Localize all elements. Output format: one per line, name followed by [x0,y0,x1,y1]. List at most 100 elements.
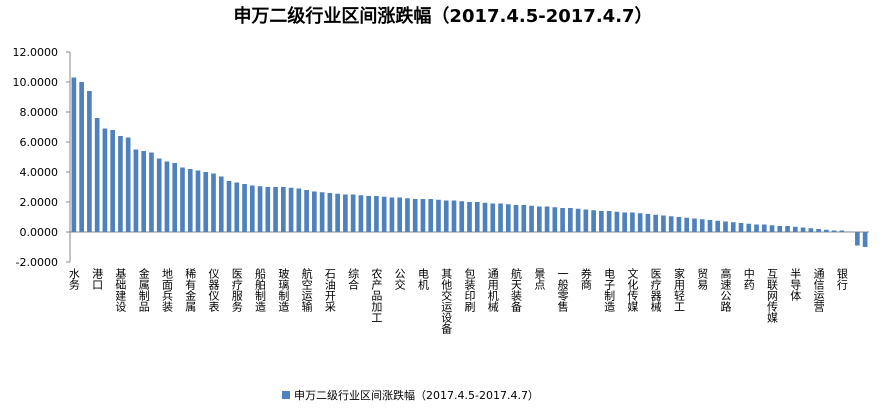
bar [312,191,317,232]
bar [211,173,216,232]
bar [257,186,263,232]
x-tick-label: 文化传媒 [626,267,639,313]
bar [125,137,131,232]
bar [692,218,697,232]
y-tick-label: 12.0000 [13,46,59,59]
bar [141,151,147,232]
bar [319,192,325,232]
bar [304,190,309,232]
bar [684,217,690,232]
x-tick-label: 公交 [393,268,406,291]
x-tick-label: 港口 [91,268,104,290]
bar [249,185,255,232]
bar [118,136,123,232]
bar [591,210,596,232]
x-tick-label: 农产品加工 [370,267,383,323]
bar [614,211,620,232]
bar [824,229,829,232]
x-tick-label: 券商 [579,267,592,291]
bar [831,230,837,232]
bar [552,207,558,232]
y-tick-label: 10.0000 [13,76,59,89]
bar [560,208,565,232]
bar [668,216,674,232]
x-tick-label: 银行 [835,267,848,291]
x-tick-label: 航天装备 [510,267,523,313]
x-tick-label: 医疗服务 [230,268,243,312]
x-tick-label: 半导体 [789,267,802,301]
bar [366,196,371,232]
bar [498,203,503,232]
bar [133,149,139,232]
y-tick-label: 2.0000 [20,196,59,209]
chart-title: 申万二级行业区间涨跌幅（2017.4.5-2017.4.7） [233,5,652,27]
bar [412,199,418,232]
bar [800,227,806,232]
bar [482,202,488,232]
bar [583,209,589,232]
bar [94,118,100,232]
bar [71,77,77,232]
bar [218,176,224,232]
bar [661,215,666,232]
bar [343,194,348,232]
bar [536,206,542,232]
bar [855,232,860,246]
bar [715,220,721,232]
bar [242,184,247,232]
x-tick-label: 船舶制造 [254,267,267,312]
bar [335,193,340,232]
y-tick-label: 4.0000 [20,166,59,179]
x-tick-label: 医疗器械 [649,268,662,313]
bar [699,219,705,232]
bar [405,198,410,232]
bar [149,152,154,232]
bar [420,199,426,232]
bar [599,211,604,232]
bar [568,208,573,232]
bar [327,193,333,232]
bar [374,196,379,232]
bar [606,211,612,232]
x-tick-label: 一般零售 [556,268,569,313]
bar [381,196,387,232]
bar [87,91,92,232]
x-tick-label: 通用机械 [486,268,499,313]
bar [79,82,84,232]
x-tick-label: 仪器仪表 [207,268,220,313]
bar [164,161,170,232]
bar [769,225,775,232]
x-tick-label: 水务 [67,268,80,290]
bar [280,187,286,232]
bar [785,226,790,232]
x-tick-label: 金属制品 [137,267,150,312]
bar [544,206,550,232]
bar [490,203,496,232]
bar [839,230,845,232]
bar [234,182,240,232]
bar [521,205,527,232]
bar [397,197,403,232]
x-tick-label: 家用轻工 [672,267,685,312]
x-tick-label: 航空运输 [300,267,313,313]
y-tick-label: 0.0000 [20,226,59,239]
x-tick-label: 其他交运设备 [440,268,453,335]
bar [265,187,271,232]
x-tick-label: 石油开采 [323,268,336,313]
bar [746,223,752,232]
bar [730,222,736,232]
bar [575,208,581,232]
x-tick-label: 电机 [416,268,429,290]
x-tick-label: 玻璃制造 [277,268,290,312]
legend-label: 申万二级行业区间涨跌幅（2017.4.5-2017.4.7） [294,388,539,402]
bar [358,195,364,232]
y-tick-label: -2.0000 [16,256,58,269]
bar [738,223,744,232]
bar [226,181,232,232]
x-tick-label: 综合 [347,267,360,290]
x-tick-label: 高速公路 [719,267,732,313]
x-tick-label: 稀有金属 [184,268,197,313]
x-tick-label: 地面兵装 [160,268,173,313]
bar [110,130,115,232]
